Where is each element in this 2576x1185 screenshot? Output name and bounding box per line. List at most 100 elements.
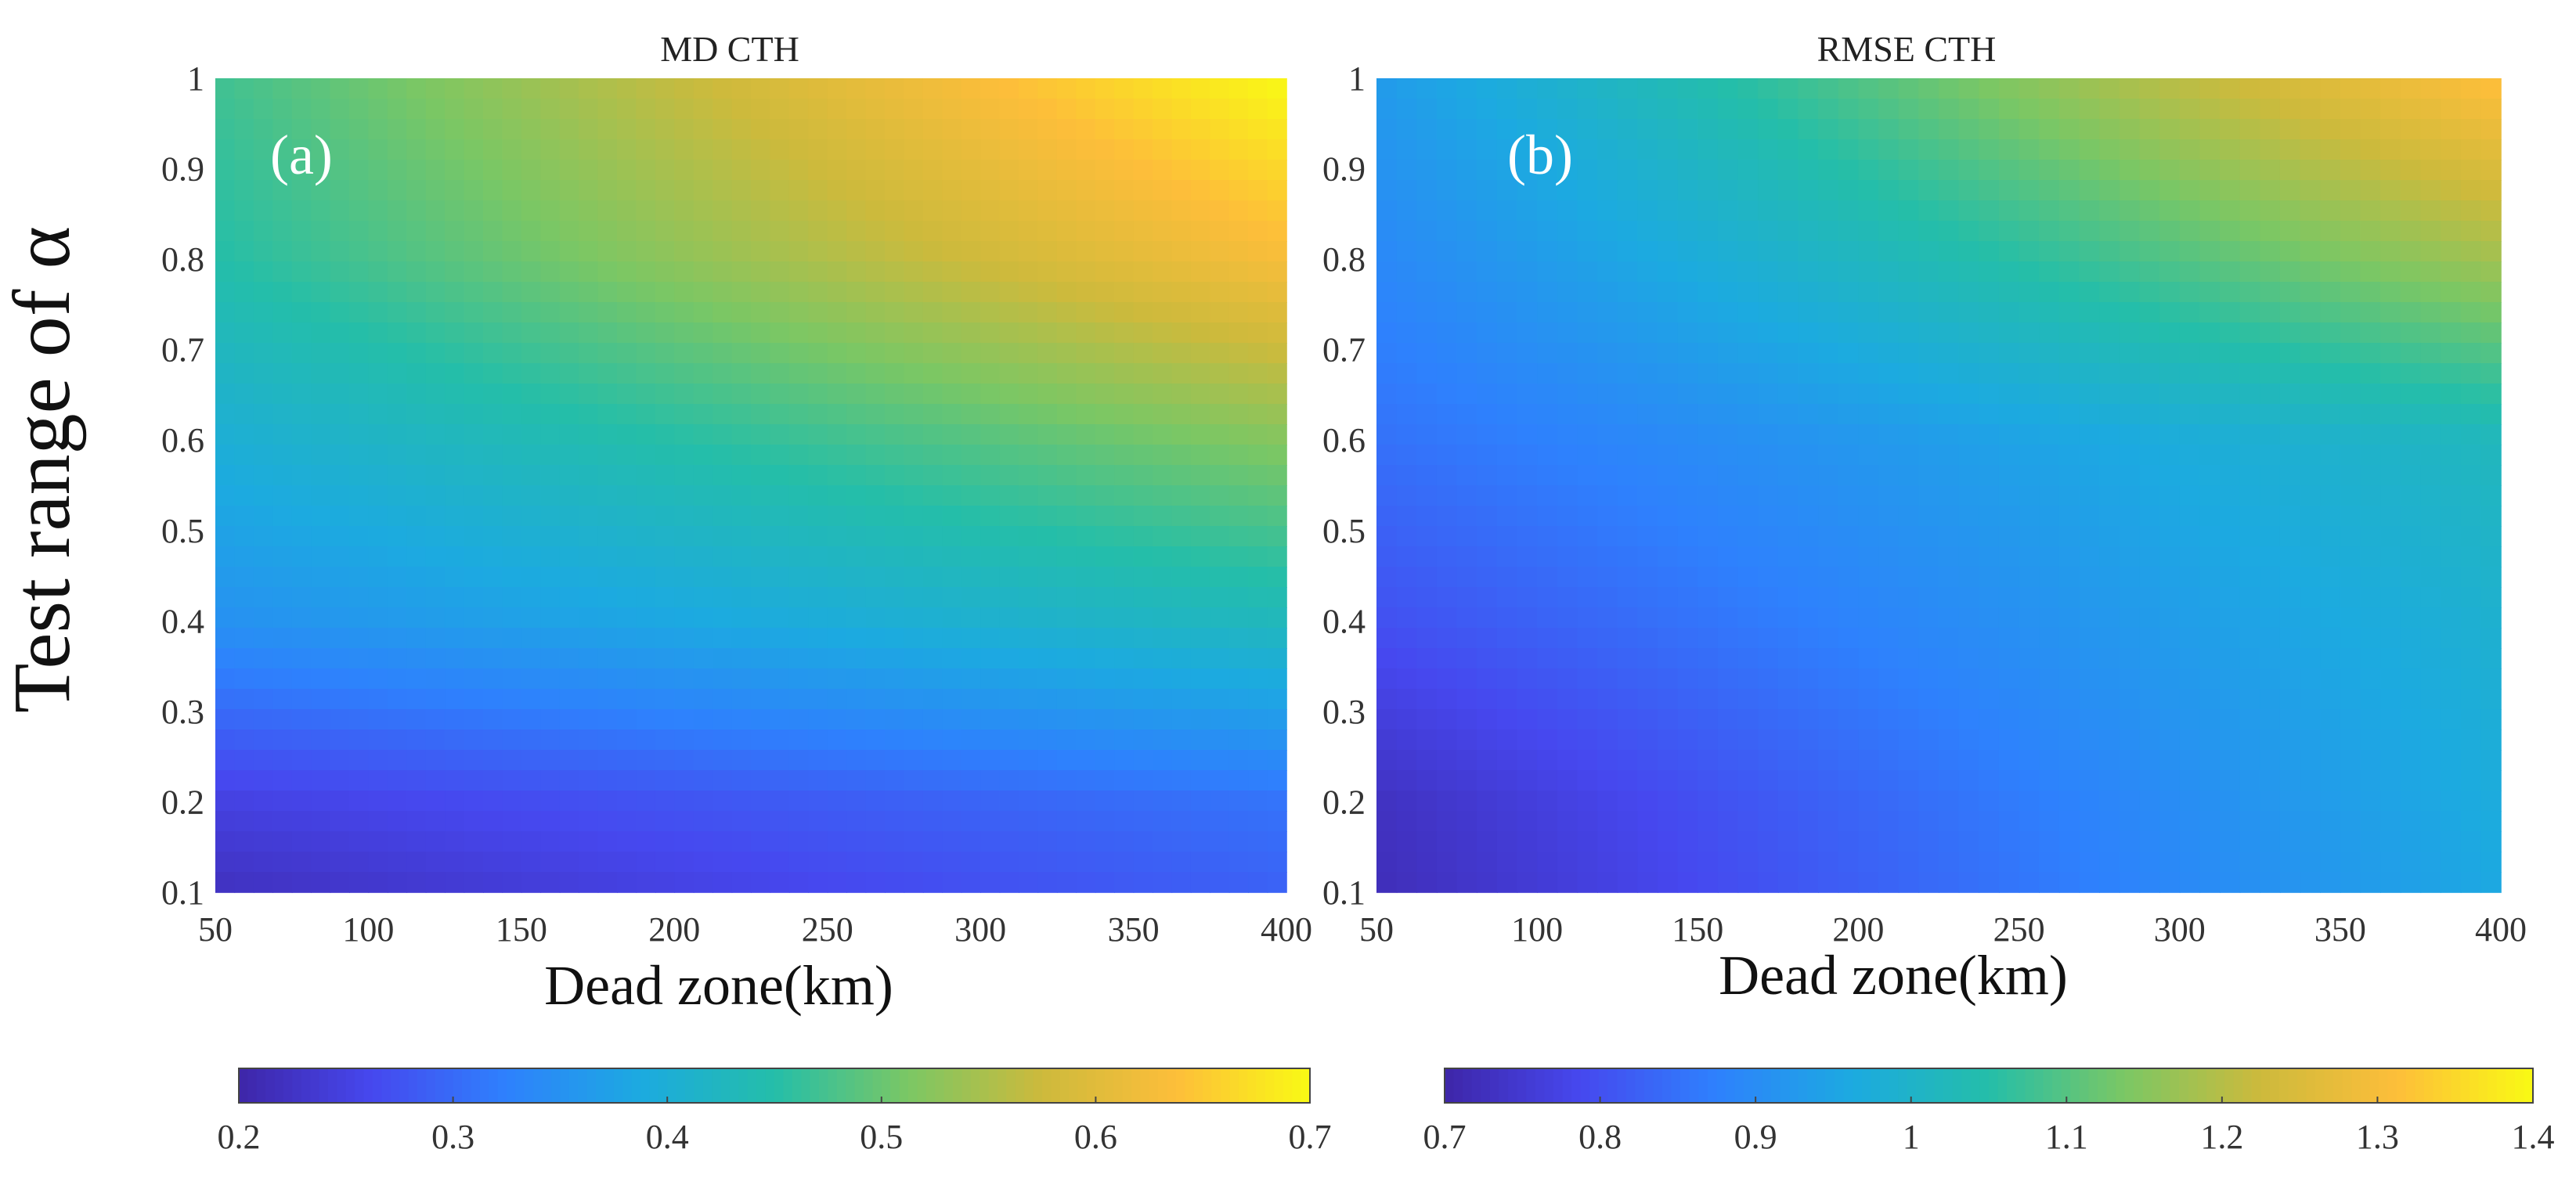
heatmap-cell	[1376, 363, 1398, 384]
heatmap-cell	[2300, 78, 2322, 99]
heatmap-cell	[1818, 78, 1839, 99]
heatmap-cell	[1939, 221, 1960, 242]
heatmap-cell	[636, 282, 656, 303]
colorbar-swatch	[980, 1068, 990, 1103]
heatmap-cell	[731, 343, 752, 364]
heatmap-cell	[1898, 546, 1920, 567]
heatmap-cell	[2340, 302, 2361, 323]
heatmap-cell	[597, 119, 618, 140]
heatmap-cell	[1228, 567, 1249, 588]
heatmap-cell	[942, 567, 962, 588]
heatmap-cell	[1153, 99, 1173, 120]
heatmap-cell	[885, 872, 905, 893]
heatmap-cell	[1597, 282, 1618, 303]
heatmap-cell	[1436, 587, 1458, 608]
heatmap-cell	[1190, 791, 1211, 812]
heatmap-cell	[827, 424, 847, 445]
heatmap-cell	[1577, 526, 1598, 547]
heatmap-cell	[2340, 607, 2361, 629]
heatmap-cell	[2360, 282, 2381, 303]
heatmap-cell	[1416, 119, 1438, 140]
heatmap-cell	[808, 546, 828, 567]
heatmap-cell	[1267, 160, 1287, 181]
heatmap-cell	[1998, 424, 2020, 445]
heatmap-cell	[1878, 567, 1900, 588]
heatmap-cell	[2279, 180, 2301, 201]
heatmap-cell	[1878, 261, 1900, 283]
heatmap-cell	[674, 485, 695, 506]
heatmap-cell	[464, 139, 484, 160]
heatmap-cell	[2400, 872, 2422, 893]
heatmap-cell	[617, 831, 637, 852]
colorbar-swatch	[819, 1068, 829, 1103]
heatmap-cell	[2400, 852, 2422, 873]
heatmap-cell	[579, 282, 599, 303]
heatmap-cell	[349, 729, 370, 751]
heatmap-cell	[2380, 302, 2401, 323]
heatmap-cell	[1153, 689, 1173, 710]
heatmap-cell	[1133, 445, 1153, 466]
heatmap-cell	[885, 852, 905, 873]
heatmap-cell	[2279, 200, 2301, 222]
heatmap-cell	[1267, 404, 1287, 425]
heatmap-cell	[1076, 200, 1096, 222]
panel-a: MD CTH (a) 0.10.20.30.40.50.60.70.80.91 …	[161, 29, 1332, 1156]
heatmap-cell	[540, 445, 561, 466]
colorbar-swatch	[2052, 1068, 2062, 1103]
heatmap-cell	[1396, 709, 1418, 730]
heatmap-cell	[1617, 546, 1639, 567]
colorbar-swatch	[631, 1068, 641, 1103]
heatmap-cell	[272, 119, 293, 140]
heatmap-cell	[2239, 506, 2261, 527]
heatmap-cell	[1998, 465, 2020, 486]
heatmap-cell	[1597, 506, 1618, 527]
heatmap-cell	[885, 689, 905, 710]
heatmap-cell	[387, 628, 408, 649]
heatmap-cell	[291, 587, 312, 608]
heatmap-cell	[464, 445, 484, 466]
heatmap-cell	[1958, 180, 1980, 201]
heatmap-cell	[2480, 770, 2502, 791]
heatmap-cell	[445, 363, 465, 384]
heatmap-cell	[234, 506, 254, 527]
heatmap-cell	[2239, 689, 2261, 710]
colorbar-swatch	[961, 1068, 972, 1103]
heatmap-cell	[425, 282, 446, 303]
heatmap-cell	[215, 180, 236, 201]
heatmap-cell	[1637, 852, 1658, 873]
heatmap-cell	[1998, 750, 2020, 771]
heatmap-cell	[2039, 852, 2060, 873]
heatmap-cell	[1898, 791, 1920, 812]
heatmap-cell	[2099, 811, 2120, 832]
heatmap-cell	[2480, 526, 2502, 547]
heatmap-cell	[2360, 852, 2381, 873]
heatmap-cell	[1577, 322, 1598, 344]
heatmap-cell	[2239, 139, 2261, 160]
heatmap-cell	[464, 465, 484, 486]
heatmap-cell	[387, 607, 408, 629]
heatmap-cell	[1095, 241, 1115, 262]
heatmap-cell	[980, 872, 1001, 893]
heatmap-cell	[2099, 526, 2120, 547]
heatmap-cell	[1617, 282, 1639, 303]
heatmap-cell	[674, 607, 695, 629]
heatmap-cell	[1777, 607, 1799, 629]
heatmap-cell	[1677, 709, 1699, 730]
heatmap-cell	[1858, 445, 1879, 466]
heatmap-cell	[636, 465, 656, 486]
x-tick-label: 100	[1511, 910, 1563, 949]
heatmap-cell	[1228, 485, 1249, 506]
heatmap-cell	[464, 607, 484, 629]
heatmap-cell	[1267, 180, 1287, 201]
heatmap-cell	[674, 852, 695, 873]
heatmap-cell	[922, 567, 943, 588]
heatmap-cell	[2099, 180, 2120, 201]
heatmap-cell	[1477, 485, 1498, 506]
heatmap-cell	[1818, 648, 1839, 669]
heatmap-cell	[2380, 180, 2401, 201]
heatmap-cell	[2300, 750, 2322, 771]
heatmap-cell	[2420, 628, 2441, 649]
panel-b-y-ticks: 0.10.20.30.40.50.60.70.80.91	[1322, 59, 1366, 912]
heatmap-cell	[1577, 485, 1598, 506]
heatmap-cell	[904, 221, 924, 242]
